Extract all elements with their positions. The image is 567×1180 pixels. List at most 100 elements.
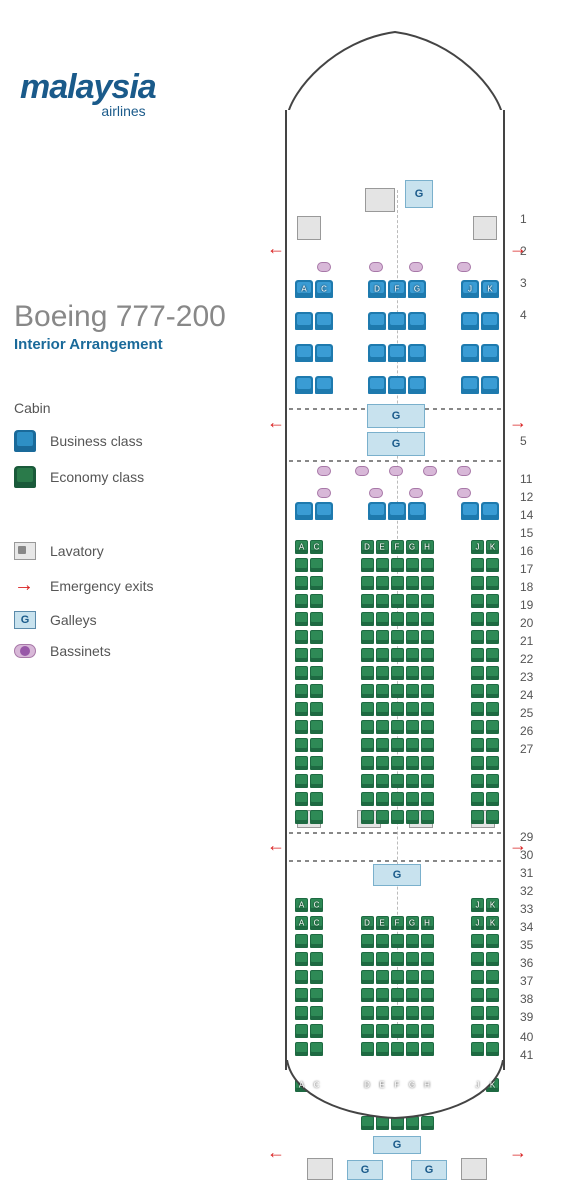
cabin-divider [289, 860, 501, 862]
row-number: 26 [520, 724, 533, 738]
seat [486, 612, 499, 626]
seat [391, 988, 404, 1002]
seat [295, 774, 308, 788]
row-number: 17 [520, 562, 533, 576]
row-number: 37 [520, 974, 533, 988]
lavatory [461, 1158, 487, 1180]
seat [421, 810, 434, 824]
seat [295, 648, 308, 662]
seat [361, 720, 374, 734]
seat [406, 970, 419, 984]
emergency-exit: ← [267, 238, 285, 259]
seat [406, 738, 419, 752]
galley: G [373, 1136, 421, 1154]
seat [376, 934, 389, 948]
seat-row [295, 756, 499, 770]
seat [376, 1006, 389, 1020]
seat [471, 702, 484, 716]
seat-row [295, 1024, 499, 1038]
seat [471, 648, 484, 662]
seat: H [421, 540, 434, 554]
logo-main: malaysia [20, 68, 156, 107]
seat [295, 1042, 308, 1056]
seat-row [295, 1042, 499, 1056]
seat [295, 720, 308, 734]
seat: J [461, 280, 479, 298]
seat [406, 558, 419, 572]
seat [315, 376, 333, 394]
galley: G [411, 1160, 447, 1180]
seat [376, 594, 389, 608]
seat [310, 738, 323, 752]
seat [391, 934, 404, 948]
bassinet [457, 488, 471, 498]
seat [295, 988, 308, 1002]
seat [295, 576, 308, 590]
seat [391, 576, 404, 590]
seat [461, 376, 479, 394]
seat [376, 952, 389, 966]
seat [376, 970, 389, 984]
seat [295, 1024, 308, 1038]
seat [406, 774, 419, 788]
seat [391, 630, 404, 644]
row-number: 34 [520, 920, 533, 934]
seat [368, 376, 386, 394]
seat [295, 612, 308, 626]
row-number: 32 [520, 884, 533, 898]
seat [310, 630, 323, 644]
seat [421, 738, 434, 752]
seat [391, 720, 404, 734]
seat [406, 934, 419, 948]
seat [310, 1042, 323, 1056]
seat [471, 1024, 484, 1038]
seat [391, 1006, 404, 1020]
seat [388, 376, 406, 394]
seat [406, 576, 419, 590]
aircraft-model: Boeing 777-200 [14, 300, 226, 334]
seat [391, 810, 404, 824]
seat [471, 792, 484, 806]
seat [295, 738, 308, 752]
seat-icon-economy [14, 466, 36, 488]
seat [486, 1006, 499, 1020]
seat: F [391, 540, 404, 554]
seat: K [486, 540, 499, 554]
seat [481, 344, 499, 362]
emergency-exit: → [509, 412, 527, 433]
seat [368, 502, 386, 520]
seat [361, 648, 374, 662]
seat [361, 594, 374, 608]
seat [421, 934, 434, 948]
row-number: 15 [520, 526, 533, 540]
seat [486, 792, 499, 806]
seat [471, 684, 484, 698]
row-number: 33 [520, 902, 533, 916]
row-number: 20 [520, 616, 533, 630]
legend-galleys-label: Galleys [50, 612, 97, 628]
seat [486, 970, 499, 984]
seat: E [376, 540, 389, 554]
seat [376, 1042, 389, 1056]
bassinet [457, 262, 471, 272]
seat: K [481, 280, 499, 298]
seat [376, 648, 389, 662]
seat [361, 576, 374, 590]
emergency-exit: ← [267, 1142, 285, 1163]
seat [361, 792, 374, 806]
seat [376, 774, 389, 788]
bassinet [409, 488, 423, 498]
seat [361, 934, 374, 948]
seat [408, 312, 426, 330]
seat [295, 970, 308, 984]
seat-row [295, 612, 499, 626]
seat [486, 666, 499, 680]
seat [421, 1006, 434, 1020]
seat [376, 720, 389, 734]
tail [285, 1060, 505, 1120]
seat [471, 720, 484, 734]
lavatory [473, 216, 497, 240]
seat-row: ACDEFGHJK [295, 540, 499, 554]
lavatory [297, 216, 321, 240]
seat [388, 312, 406, 330]
